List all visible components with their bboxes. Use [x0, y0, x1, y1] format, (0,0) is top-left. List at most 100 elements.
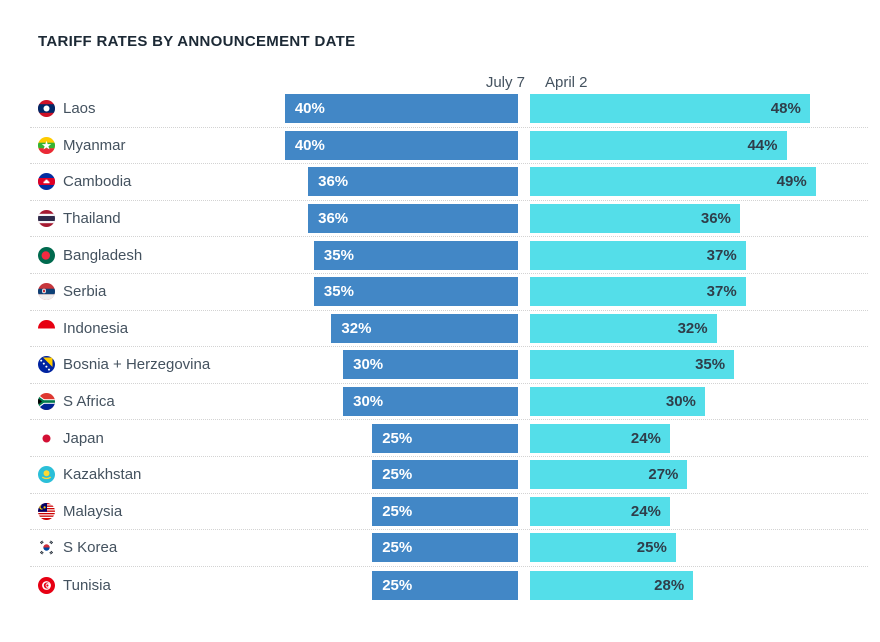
- july7-bar-track: 25%: [283, 533, 518, 563]
- tunisia-flag-icon: [38, 576, 55, 594]
- table-row: Bosnia + Herzegovina 30% 35%: [30, 347, 868, 384]
- country-label: Thailand: [63, 210, 121, 228]
- april2-bar-track: 49%: [530, 167, 860, 197]
- april2-value-label: 35%: [695, 356, 726, 374]
- july7-value-label: 35%: [323, 283, 354, 301]
- april2-value-label: 44%: [747, 136, 778, 154]
- table-row: Serbia 35% 37%: [30, 274, 868, 311]
- july7-bar-track: 36%: [283, 204, 518, 234]
- july7-value-label: 25%: [382, 576, 413, 594]
- april2-bar-track: 28%: [530, 570, 860, 600]
- table-row: Laos 40% 48%: [30, 91, 868, 128]
- july7-bar: 32%: [331, 313, 518, 343]
- table-row: Japan 25% 24%: [30, 420, 868, 457]
- laos-flag-icon: [38, 100, 55, 118]
- april2-bar-track: 25%: [530, 533, 860, 563]
- country-label: Cambodia: [63, 173, 132, 191]
- july7-value-label: 36%: [318, 210, 349, 228]
- july7-bar-track: 35%: [283, 240, 518, 270]
- april2-bar-track: 48%: [530, 94, 860, 124]
- april2-bar: 36%: [530, 204, 740, 234]
- country-cell: S Africa: [38, 393, 283, 411]
- table-row: Kazakhstan 25% 27%: [30, 457, 868, 494]
- july7-bar: 36%: [308, 204, 518, 234]
- april2-value-label: 27%: [648, 466, 679, 484]
- bangladesh-flag-icon: [38, 246, 55, 264]
- july7-bar-track: 25%: [283, 460, 518, 490]
- july7-value-label: 30%: [353, 356, 384, 374]
- july7-bar: 35%: [313, 240, 518, 270]
- july7-bar-track: 35%: [283, 277, 518, 307]
- country-label: Malaysia: [63, 502, 123, 520]
- thailand-flag-icon: [38, 210, 55, 228]
- s-korea-flag-icon: [38, 539, 55, 557]
- country-label: Indonesia: [63, 319, 129, 337]
- july7-bar: 30%: [343, 350, 518, 380]
- table-row: Tunisia 25% 28%: [30, 567, 868, 604]
- april2-value-label: 49%: [776, 173, 807, 191]
- april2-bar: 48%: [530, 94, 810, 124]
- myanmar-flag-icon: [38, 136, 55, 154]
- april2-bar-track: 35%: [530, 350, 860, 380]
- table-row: S Africa 30% 30%: [30, 384, 868, 421]
- cambodia-flag-icon: [38, 173, 55, 191]
- s-africa-flag-icon: [38, 393, 55, 411]
- table-row: Cambodia 36% 49%: [30, 164, 868, 201]
- april2-bar-track: 24%: [530, 496, 860, 526]
- malaysia-flag-icon: [38, 502, 55, 520]
- country-label: Serbia: [63, 283, 107, 301]
- july7-bar: 35%: [313, 277, 518, 307]
- july7-bar: 30%: [343, 387, 518, 417]
- july7-value-label: 40%: [294, 100, 325, 118]
- july7-bar-track: 25%: [283, 423, 518, 453]
- july7-value-label: 25%: [382, 502, 413, 520]
- country-cell: Indonesia: [38, 319, 283, 337]
- april2-value-label: 37%: [706, 283, 737, 301]
- july7-bar-track: 40%: [283, 94, 518, 124]
- july7-bar: 25%: [372, 496, 518, 526]
- july7-bar: 25%: [372, 570, 518, 600]
- country-label: Laos: [63, 100, 96, 118]
- country-cell: Japan: [38, 429, 283, 447]
- july7-bar: 25%: [372, 460, 518, 490]
- april2-bar-track: 32%: [530, 313, 860, 343]
- chart-rows: Laos 40% 48% Myanmar 40% 44%: [30, 91, 868, 603]
- april2-value-label: 24%: [630, 429, 661, 447]
- april2-bar: 24%: [530, 496, 670, 526]
- april2-value-label: 30%: [665, 393, 696, 411]
- july7-value-label: 36%: [318, 173, 349, 191]
- april2-bar-track: 30%: [530, 387, 860, 417]
- july7-value-label: 35%: [323, 246, 354, 264]
- japan-flag-icon: [38, 429, 55, 447]
- april2-bar-track: 24%: [530, 423, 860, 453]
- april2-bar: 37%: [530, 240, 746, 270]
- country-cell: Malaysia: [38, 502, 283, 520]
- july7-value-label: 25%: [382, 429, 413, 447]
- april2-bar: 24%: [530, 423, 670, 453]
- july7-bar: 36%: [308, 167, 518, 197]
- april2-value-label: 25%: [636, 539, 667, 557]
- july7-bar-track: 30%: [283, 387, 518, 417]
- july7-bar-track: 30%: [283, 350, 518, 380]
- column-header-april2: April 2: [545, 74, 588, 91]
- april2-value-label: 32%: [677, 319, 708, 337]
- country-label: Tunisia: [63, 576, 111, 594]
- july7-value-label: 32%: [341, 319, 372, 337]
- july7-bar: 40%: [284, 94, 518, 124]
- country-cell: Myanmar: [38, 136, 283, 154]
- chart-content: TARIFF RATES BY ANNOUNCEMENT DATE July 7…: [30, 33, 868, 603]
- country-cell: Bangladesh: [38, 246, 283, 264]
- country-label: Kazakhstan: [63, 466, 142, 484]
- april2-value-label: 36%: [700, 210, 731, 228]
- country-label: Bosnia + Herzegovina: [63, 356, 211, 374]
- country-cell: S Korea: [38, 539, 283, 557]
- table-row: Malaysia 25% 24%: [30, 494, 868, 531]
- country-cell: Kazakhstan: [38, 466, 283, 484]
- country-cell: Laos: [38, 100, 283, 118]
- country-label: S Africa: [63, 393, 115, 411]
- july7-bar-track: 25%: [283, 570, 518, 600]
- april2-bar: 44%: [530, 130, 787, 160]
- serbia-flag-icon: [38, 283, 55, 301]
- country-cell: Bosnia + Herzegovina: [38, 356, 283, 374]
- april2-bar: 35%: [530, 350, 735, 380]
